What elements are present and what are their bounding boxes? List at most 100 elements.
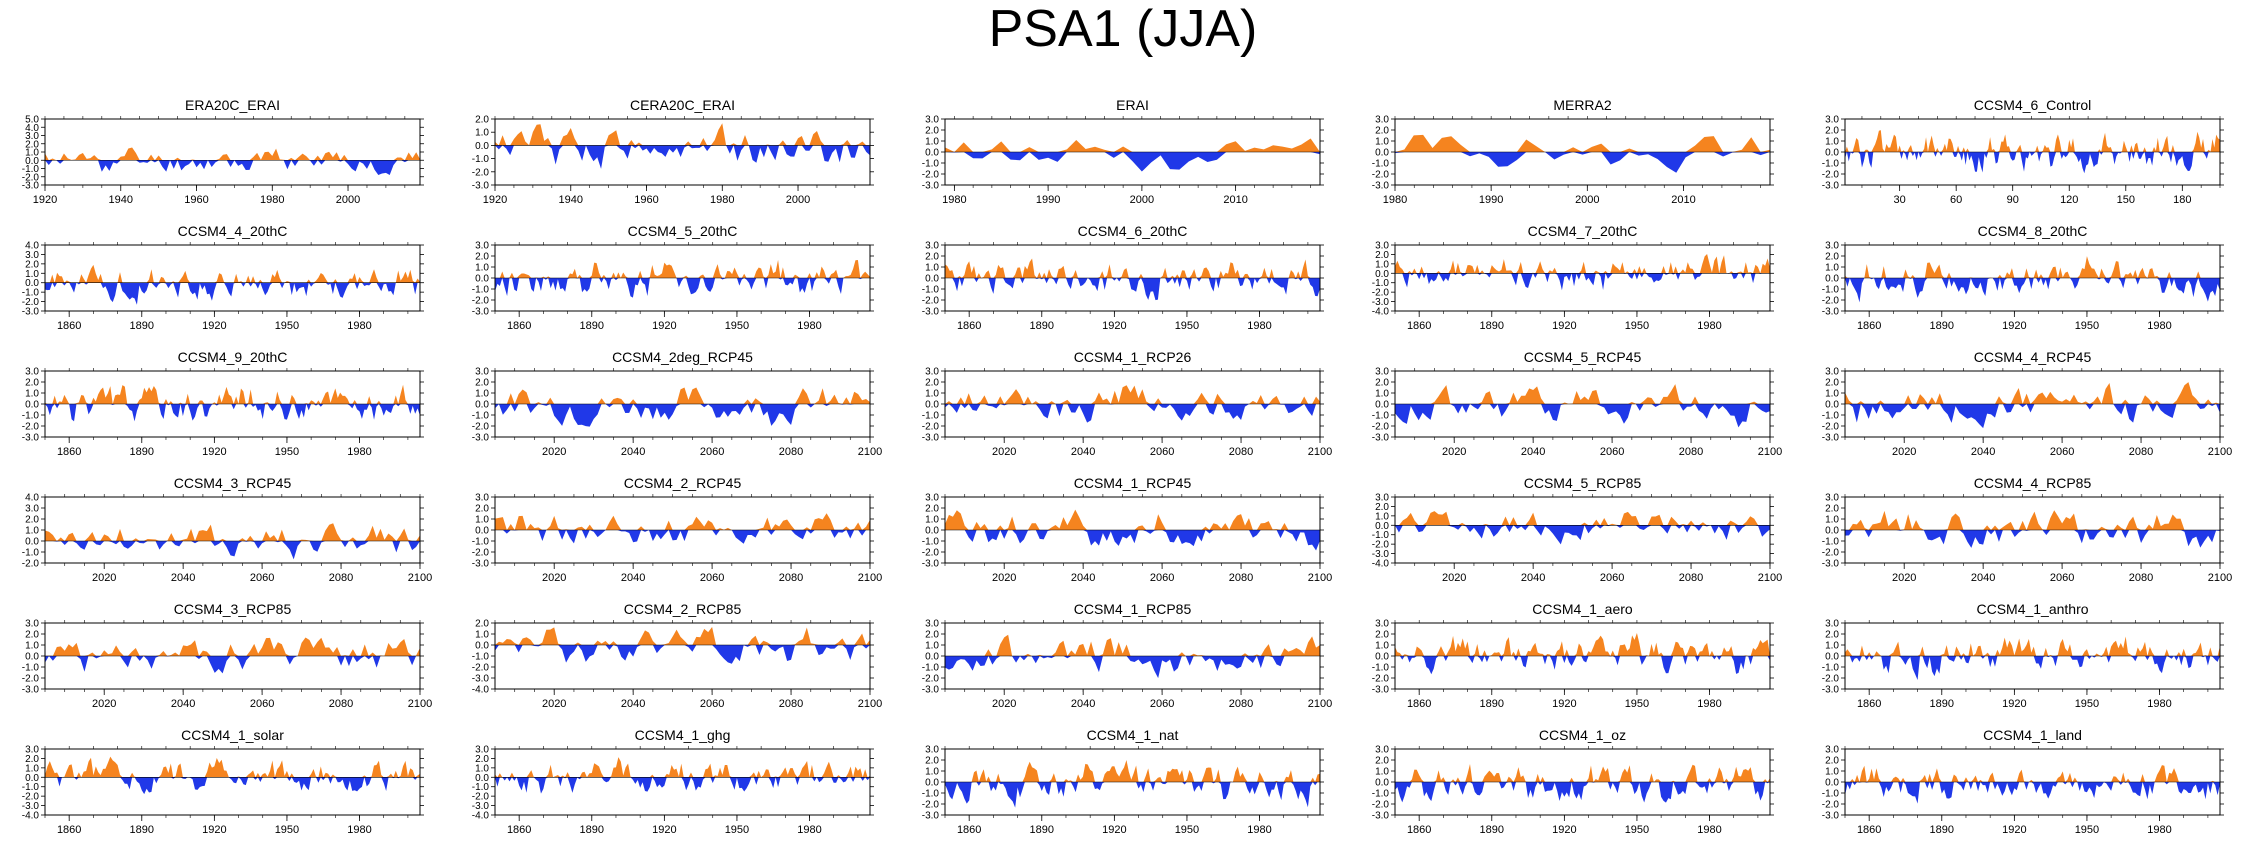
- x-tick-label: 1860: [1857, 824, 1881, 836]
- y-tick-label: 3.0: [1375, 115, 1389, 126]
- panel-plot: -3.0-2.0-1.00.01.02.03.0 2020 2040 2060 2080…: [472, 493, 882, 585]
- y-tick-label: 3.0: [1825, 367, 1839, 378]
- y-tick-label: -1.0: [922, 285, 940, 296]
- panel-plot: -3.0-2.0-1.00.01.02.03.0 1860 1890 1920 1950…: [1822, 241, 2224, 332]
- panel-title: CCSM4_2_RCP85: [623, 601, 742, 617]
- negative-area: [1395, 404, 1770, 428]
- y-tick-label: 3.0: [25, 250, 39, 261]
- y-tick-label: -2.0: [1372, 422, 1390, 433]
- y-tick-label: 1.0: [1825, 767, 1839, 778]
- y-tick-label: 2.0: [925, 378, 939, 389]
- negative-area: [1845, 656, 2220, 680]
- panel-plot: -4.0-3.0-2.0-1.00.01.02.03.0 1860 1890 1920…: [22, 745, 424, 836]
- y-tick-label: -1.0: [472, 652, 490, 663]
- y-tick-label: -2.0: [472, 548, 490, 559]
- x-tick-label: 1980: [1697, 824, 1721, 836]
- y-tick-label: 0.0: [1375, 148, 1389, 159]
- positive-area: [45, 384, 420, 404]
- y-tick-label: 1.0: [925, 389, 939, 400]
- y-tick-label: -3.0: [472, 307, 490, 318]
- x-tick-label: 2000: [336, 194, 360, 206]
- y-tick-label: -3.0: [22, 685, 40, 696]
- x-tick-label: 2060: [250, 572, 274, 584]
- y-tick-label: -1.0: [1822, 285, 1840, 296]
- x-tick-label: 2080: [1679, 446, 1703, 458]
- x-tick-label: 2040: [621, 446, 645, 458]
- x-tick-label: 1950: [275, 446, 299, 458]
- positive-area: [495, 627, 870, 645]
- y-tick-label: 0.0: [1825, 148, 1839, 159]
- y-tick-label: 2.0: [925, 252, 939, 263]
- x-tick-label: 1890: [1480, 824, 1504, 836]
- y-tick-label: -2.0: [922, 296, 940, 307]
- panel-plot: -3.0-2.0-1.00.01.02.03.0 30 60 90 120 150 180: [1822, 115, 2224, 206]
- y-tick-label: -2.0: [22, 172, 40, 183]
- x-tick-label: 2100: [858, 698, 882, 710]
- x-tick-label: 2060: [2050, 446, 2074, 458]
- x-tick-label: 1980: [1697, 698, 1721, 710]
- panel-title: CCSM4_4_RCP45: [1973, 349, 2092, 365]
- y-tick-label: 2.0: [475, 252, 489, 263]
- x-tick-label: 180: [2173, 194, 2191, 206]
- x-tick-label: 2040: [1071, 446, 1095, 458]
- x-tick-label: 1890: [1480, 698, 1504, 710]
- y-tick-label: -1.0: [22, 548, 40, 559]
- negative-area: [45, 656, 420, 674]
- x-tick-label: 1920: [202, 446, 226, 458]
- x-tick-label: 2010: [1671, 194, 1695, 206]
- x-tick-label: 2100: [1758, 572, 1782, 584]
- y-tick-label: 0.0: [1825, 526, 1839, 537]
- panel-ccsm4-2-rcp85: CCSM4_2_RCP85 -4.0 -3.0 -2.0 -1.0 0.0 1.0 2.0 20…: [450, 601, 885, 714]
- y-tick-label: 3.0: [925, 367, 939, 378]
- y-tick-label: 3.0: [1375, 367, 1389, 378]
- y-tick-label: -1.0: [1372, 411, 1390, 422]
- panel-plot: -3.0-2.0-1.00.01.02.03.0 2020 2040 2060 2080…: [922, 493, 1332, 585]
- panel-title: ERA20C_ERAI: [185, 97, 280, 113]
- y-tick-label: -2.0: [1822, 548, 1840, 559]
- panel-title: CCSM4_1_anthro: [1976, 601, 2089, 617]
- x-tick-label: 1860: [1407, 698, 1431, 710]
- y-tick-label: 0.0: [1825, 400, 1839, 411]
- y-tick-label: 0.0: [475, 141, 489, 152]
- x-tick-label: 2020: [542, 698, 566, 710]
- panel-plot: -3.0 -2.0 -1.0 0.0 1.0 2.0 1920 1940 1960 1980 200…: [472, 115, 874, 206]
- y-tick-label: 2.0: [1375, 378, 1389, 389]
- panel-plot: -3.0-2.0-1.00.01.02.03.0 2020 2040 2060 2080…: [1822, 367, 2232, 459]
- y-tick-label: -3.0: [22, 307, 40, 318]
- panel-plot: -3.0-2.0-1.00.01.02.03.0 1860 1890 1920 1950…: [922, 745, 1324, 836]
- y-tick-label: 2.0: [1825, 630, 1839, 641]
- x-tick-label: 2020: [92, 572, 116, 584]
- y-tick-label: 3.0: [925, 241, 939, 252]
- y-tick-label: -3.0: [472, 801, 490, 812]
- y-tick-label: 0.0: [1375, 400, 1389, 411]
- panel-plot: -3.0-2.0-1.00.01.02.03.0 1860 1890 1920 1950…: [1372, 619, 1774, 710]
- y-tick-label: 0.0: [475, 641, 489, 652]
- negative-area: [45, 541, 420, 560]
- x-tick-label: 2020: [992, 572, 1016, 584]
- x-tick-label: 1920: [1552, 824, 1576, 836]
- x-tick-label: 2020: [1892, 572, 1916, 584]
- panel-ccsm4-1-oz: CCSM4_1_oz -3.0 -2.0 -1.0 0.0 1.0 2.0 3.0 1860 18…: [1350, 727, 1785, 840]
- plot-frame: [494, 748, 871, 816]
- x-tick-label: 30: [1894, 194, 1906, 206]
- x-tick-label: 1890: [1030, 320, 1054, 332]
- panel-ccsm4-5-20thc: CCSM4_5_20thC -3.0 -2.0 -1.0 0.0 1.0 2.0 3.0 186…: [450, 223, 885, 336]
- y-tick-label: 2.0: [25, 139, 39, 150]
- y-tick-label: 1.0: [925, 263, 939, 274]
- panel-title: CCSM4_8_20thC: [1977, 223, 2088, 239]
- x-tick-label: 1980: [260, 194, 284, 206]
- y-tick-label: 3.0: [925, 115, 939, 126]
- y-tick-label: -3.0: [1372, 433, 1390, 444]
- y-tick-label: -2.0: [1372, 800, 1390, 811]
- panel-title: CCSM4_7_20thC: [1527, 223, 1638, 239]
- negative-area: [1845, 152, 2220, 174]
- x-tick-label: 2040: [621, 698, 645, 710]
- panel-plot: -3.0-2.0-1.00.01.02.03.0 2020 2040 2060 2080…: [922, 619, 1332, 711]
- x-tick-label: 2080: [1229, 446, 1253, 458]
- negative-area: [1395, 656, 1770, 675]
- y-tick-label: 0.0: [25, 156, 39, 167]
- x-tick-label: 1890: [580, 320, 604, 332]
- y-tick-label: -1.0: [472, 782, 490, 793]
- x-tick-label: 2020: [542, 572, 566, 584]
- x-tick-label: 2080: [1229, 698, 1253, 710]
